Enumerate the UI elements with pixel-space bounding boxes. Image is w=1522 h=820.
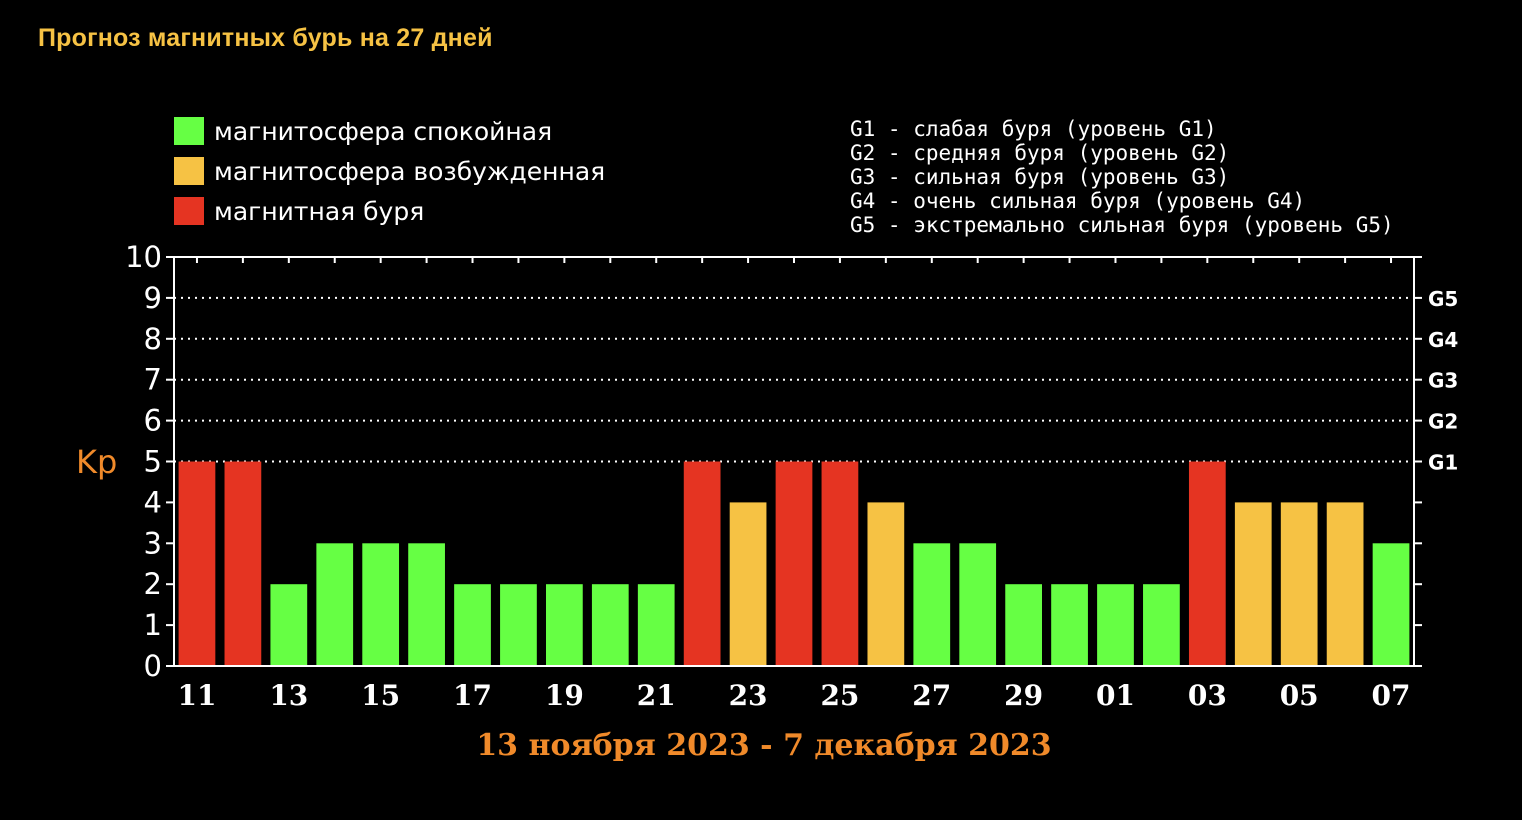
x-tick-label: 05 xyxy=(1280,679,1319,712)
bar-14 xyxy=(316,543,354,666)
page-title: Прогноз магнитных бурь на 27 дней xyxy=(38,24,493,52)
g-level-description: G5 - экстремально сильная буря (уровень … xyxy=(850,213,1394,237)
x-tick-label: 29 xyxy=(1004,679,1043,712)
y-tick-label: 5 xyxy=(144,445,162,479)
x-tick-label: 01 xyxy=(1096,679,1135,712)
x-tick-label: 23 xyxy=(729,679,768,712)
bar-15 xyxy=(362,543,400,666)
bar-20 xyxy=(591,584,629,666)
bar-03 xyxy=(1188,461,1226,666)
legend: магнитосфера спокойная магнитосфера возбу… xyxy=(174,117,605,226)
bar-06 xyxy=(1326,502,1364,666)
bar-22 xyxy=(683,461,721,666)
g-level-description: G2 - средняя буря (уровень G2) xyxy=(850,141,1229,165)
g-level-label: G3 xyxy=(1428,369,1458,393)
bar-05 xyxy=(1280,502,1318,666)
y-tick-label: 6 xyxy=(144,404,162,438)
y-tick-label: 3 xyxy=(144,526,162,560)
x-tick-label: 25 xyxy=(820,679,859,712)
bar-16 xyxy=(408,543,445,666)
x-tick-label: 19 xyxy=(545,679,584,712)
y-tick-label: 0 xyxy=(144,649,162,683)
x-tick-label: 07 xyxy=(1372,679,1411,712)
legend-label: магнитная буря xyxy=(214,197,424,226)
bars xyxy=(178,461,1410,666)
x-tick-label: 03 xyxy=(1188,679,1227,712)
x-tick-label: 27 xyxy=(912,679,951,712)
bar-01 xyxy=(1097,584,1134,666)
x-axis: 11 13 15 17 19 21 23 25 27 29 01 03 05 07 xyxy=(177,679,1410,712)
bar-13 xyxy=(270,584,308,666)
bar-23 xyxy=(729,502,767,666)
g-level-description: G3 - сильная буря (уровень G3) xyxy=(850,165,1229,189)
g-level-label: G1 xyxy=(1428,451,1458,475)
bar-04 xyxy=(1234,502,1272,666)
g-level-description: G4 - очень сильная буря (уровень G4) xyxy=(850,189,1305,213)
bar-19 xyxy=(546,584,583,666)
y-axis-label: Kp xyxy=(76,443,117,481)
y-axis: 0 1 2 3 4 5 6 7 8 9 10 xyxy=(125,240,174,683)
bar-11 xyxy=(178,461,216,666)
y-tick-label: 2 xyxy=(144,567,162,601)
g-level-label: G4 xyxy=(1428,328,1458,352)
g-level-label: G2 xyxy=(1428,410,1458,434)
y-tick-label: 7 xyxy=(144,363,162,397)
legend-swatch xyxy=(174,157,204,185)
x-tick-label: 21 xyxy=(637,679,676,712)
legend-label: магнитосфера возбужденная xyxy=(214,157,605,186)
bar-25 xyxy=(821,461,859,666)
bar-30 xyxy=(1051,584,1088,666)
g-level-description: G1 - слабая буря (уровень G1) xyxy=(850,117,1217,141)
y-tick-label: 4 xyxy=(144,485,162,519)
x-tick-label: 13 xyxy=(269,679,308,712)
bar-18 xyxy=(500,584,537,666)
legend-swatch xyxy=(174,197,204,225)
legend-label: магнитосфера спокойная xyxy=(214,117,552,146)
bar-27 xyxy=(913,543,951,666)
x-tick-label: 15 xyxy=(361,679,400,712)
y-tick-label: 1 xyxy=(144,608,162,642)
bar-28 xyxy=(959,543,997,666)
bar-21 xyxy=(637,584,675,666)
g-level-label: G5 xyxy=(1428,287,1458,311)
bar-29 xyxy=(1005,584,1042,666)
y-tick-label: 8 xyxy=(144,322,162,356)
grid-lines xyxy=(174,296,1414,463)
bar-26 xyxy=(867,502,905,666)
bar-07 xyxy=(1372,543,1410,666)
x-axis-label: 13 ноября 2023 - 7 декабря 2023 xyxy=(476,728,1051,763)
x-tick-label: 17 xyxy=(453,679,492,712)
g-levels-legend: G1 - слабая буря (уровень G1)G2 - средня… xyxy=(850,117,1394,237)
x-tick-label: 11 xyxy=(177,679,216,712)
bar-02 xyxy=(1143,584,1180,666)
g-level-axis: G1 G2 G3 G4 G5 xyxy=(1414,256,1458,667)
y-tick-label: 10 xyxy=(125,240,162,274)
bar-17 xyxy=(454,584,491,666)
bar-24 xyxy=(775,461,813,666)
legend-swatch xyxy=(174,117,204,145)
bar-12 xyxy=(224,461,262,666)
y-tick-label: 9 xyxy=(144,281,162,315)
